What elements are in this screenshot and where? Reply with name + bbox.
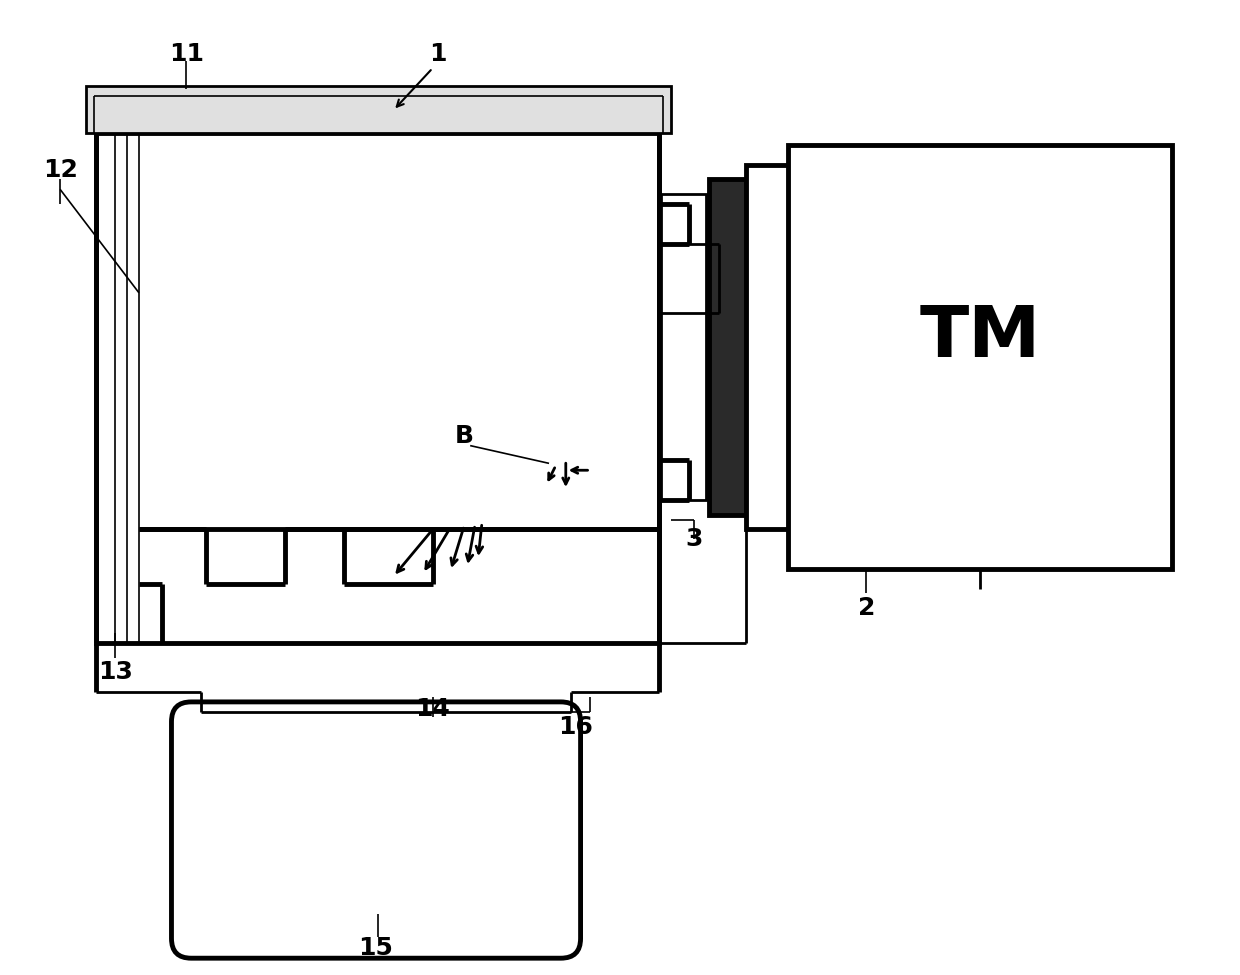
Bar (661, 194, 706, 500)
Text: 16: 16 (558, 715, 593, 738)
Bar (86, 86, 671, 134)
Bar (787, 145, 1172, 568)
Bar (709, 179, 746, 515)
Text: 3: 3 (686, 527, 703, 551)
Text: 1: 1 (429, 42, 446, 66)
FancyBboxPatch shape (171, 702, 580, 958)
Text: 14: 14 (415, 697, 450, 721)
Text: 12: 12 (42, 158, 78, 181)
Text: 15: 15 (358, 936, 393, 960)
Text: B: B (455, 424, 474, 448)
Text: 13: 13 (98, 660, 133, 684)
Text: 2: 2 (858, 597, 875, 620)
Bar (746, 165, 796, 529)
Text: 11: 11 (169, 42, 203, 66)
Text: TM: TM (919, 302, 1040, 371)
Bar (95, 134, 660, 643)
